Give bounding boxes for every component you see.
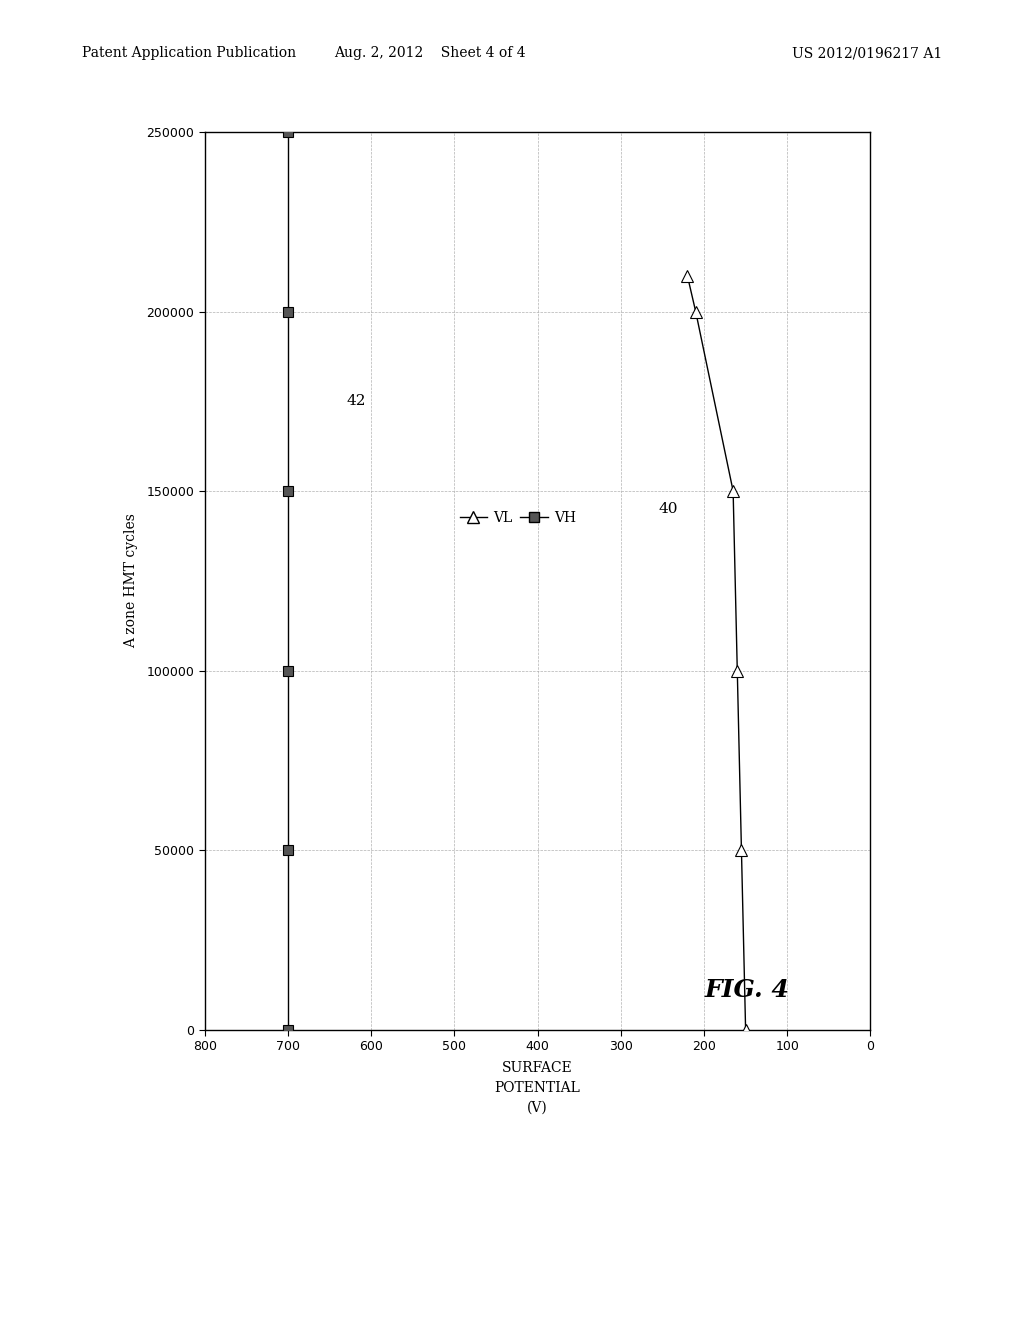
Text: 40: 40 bbox=[658, 502, 678, 516]
Legend: VL, VH: VL, VH bbox=[454, 506, 582, 531]
Text: US 2012/0196217 A1: US 2012/0196217 A1 bbox=[792, 46, 942, 61]
X-axis label: SURFACE
POTENTIAL
(V): SURFACE POTENTIAL (V) bbox=[495, 1061, 581, 1114]
Text: Patent Application Publication: Patent Application Publication bbox=[82, 46, 296, 61]
Text: 42: 42 bbox=[346, 395, 366, 408]
Y-axis label: A zone HMT cycles: A zone HMT cycles bbox=[124, 513, 138, 648]
Text: FIG. 4: FIG. 4 bbox=[706, 978, 790, 1002]
Text: Aug. 2, 2012    Sheet 4 of 4: Aug. 2, 2012 Sheet 4 of 4 bbox=[334, 46, 526, 61]
